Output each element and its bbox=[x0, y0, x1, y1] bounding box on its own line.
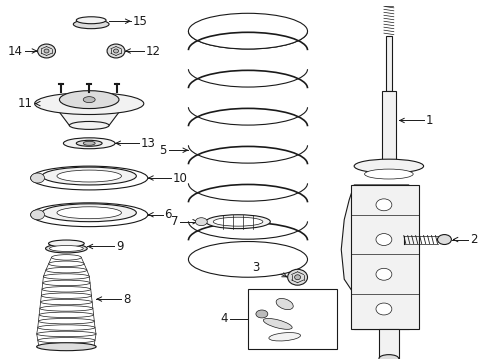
Text: 14: 14 bbox=[8, 45, 22, 58]
Ellipse shape bbox=[188, 242, 307, 277]
Bar bbox=[381, 91, 395, 175]
Text: 13: 13 bbox=[141, 137, 155, 150]
Ellipse shape bbox=[437, 235, 450, 244]
Ellipse shape bbox=[31, 203, 147, 227]
Ellipse shape bbox=[51, 255, 81, 260]
Ellipse shape bbox=[41, 299, 92, 305]
Ellipse shape bbox=[49, 261, 84, 266]
Ellipse shape bbox=[31, 173, 44, 183]
Ellipse shape bbox=[38, 325, 95, 330]
Text: 12: 12 bbox=[145, 45, 161, 58]
Ellipse shape bbox=[294, 275, 300, 280]
Ellipse shape bbox=[39, 344, 94, 350]
Ellipse shape bbox=[41, 293, 91, 298]
Ellipse shape bbox=[42, 204, 136, 222]
Ellipse shape bbox=[42, 287, 91, 292]
Ellipse shape bbox=[375, 268, 391, 280]
Ellipse shape bbox=[205, 215, 270, 229]
Polygon shape bbox=[54, 105, 123, 125]
Ellipse shape bbox=[188, 13, 307, 49]
Ellipse shape bbox=[40, 306, 93, 311]
Ellipse shape bbox=[45, 244, 87, 253]
Ellipse shape bbox=[375, 199, 391, 211]
Ellipse shape bbox=[44, 49, 49, 53]
Ellipse shape bbox=[57, 207, 121, 219]
Ellipse shape bbox=[43, 274, 89, 279]
Ellipse shape bbox=[39, 312, 93, 318]
Ellipse shape bbox=[69, 121, 109, 129]
Ellipse shape bbox=[113, 49, 118, 53]
Ellipse shape bbox=[42, 167, 136, 185]
Bar bbox=[378, 329, 398, 359]
Text: 4: 4 bbox=[220, 312, 228, 325]
Text: 15: 15 bbox=[133, 15, 147, 28]
Ellipse shape bbox=[268, 333, 300, 341]
Polygon shape bbox=[341, 185, 418, 309]
Ellipse shape bbox=[48, 240, 84, 247]
Ellipse shape bbox=[31, 166, 147, 190]
Ellipse shape bbox=[35, 93, 143, 114]
Text: 11: 11 bbox=[18, 97, 33, 110]
Text: 10: 10 bbox=[172, 171, 187, 185]
Ellipse shape bbox=[63, 138, 115, 149]
Ellipse shape bbox=[378, 355, 398, 360]
Ellipse shape bbox=[263, 319, 291, 329]
Ellipse shape bbox=[49, 246, 83, 251]
Ellipse shape bbox=[37, 331, 96, 337]
Ellipse shape bbox=[31, 210, 44, 220]
Ellipse shape bbox=[76, 17, 106, 24]
Ellipse shape bbox=[38, 44, 55, 58]
Ellipse shape bbox=[37, 343, 96, 351]
Ellipse shape bbox=[83, 141, 95, 145]
Ellipse shape bbox=[195, 218, 207, 226]
Ellipse shape bbox=[39, 319, 94, 324]
Ellipse shape bbox=[213, 217, 263, 226]
Text: 1: 1 bbox=[425, 114, 432, 127]
Text: 2: 2 bbox=[469, 233, 477, 246]
Ellipse shape bbox=[375, 303, 391, 315]
Ellipse shape bbox=[73, 20, 109, 29]
Ellipse shape bbox=[76, 140, 102, 146]
Text: 6: 6 bbox=[164, 208, 172, 221]
Ellipse shape bbox=[46, 267, 87, 273]
Bar bbox=[385, 36, 391, 91]
Ellipse shape bbox=[353, 159, 423, 173]
Text: 5: 5 bbox=[159, 144, 166, 157]
Ellipse shape bbox=[255, 310, 267, 318]
Ellipse shape bbox=[83, 96, 95, 103]
Text: 3: 3 bbox=[252, 261, 259, 274]
Bar bbox=[353, 185, 408, 329]
Bar bbox=[247, 289, 337, 349]
Ellipse shape bbox=[276, 298, 293, 310]
Ellipse shape bbox=[364, 169, 412, 179]
Text: 8: 8 bbox=[122, 293, 130, 306]
Text: 7: 7 bbox=[171, 215, 178, 228]
Text: 9: 9 bbox=[116, 240, 123, 253]
Ellipse shape bbox=[42, 280, 90, 285]
Bar bbox=[350, 185, 418, 329]
Ellipse shape bbox=[57, 170, 121, 182]
Ellipse shape bbox=[375, 234, 391, 246]
Ellipse shape bbox=[60, 91, 119, 109]
Ellipse shape bbox=[38, 338, 95, 343]
Ellipse shape bbox=[107, 44, 124, 58]
Ellipse shape bbox=[287, 269, 307, 285]
